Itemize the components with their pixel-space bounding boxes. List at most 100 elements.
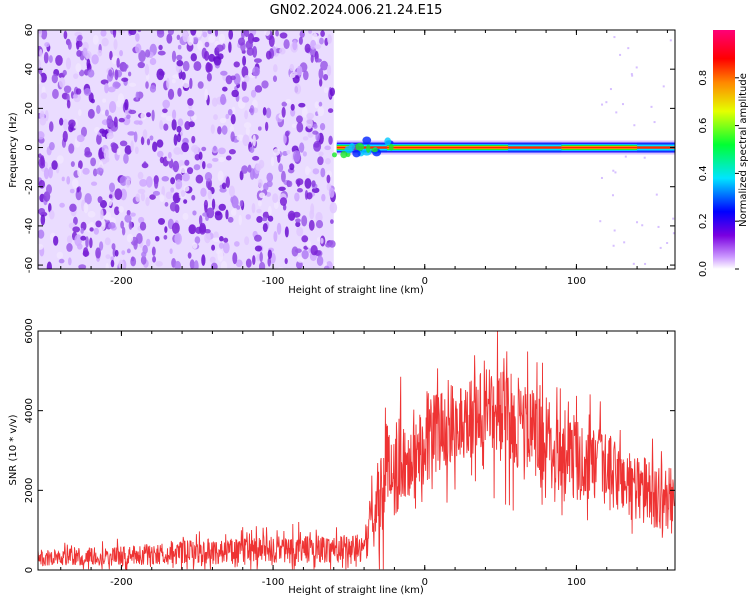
noise-blob [124, 98, 129, 111]
noise-blob [216, 44, 224, 52]
noise-blob [140, 112, 147, 120]
noise-blob [159, 119, 164, 130]
noise-blob [218, 242, 224, 249]
noise-blob [241, 96, 250, 103]
noise-blob [277, 266, 284, 269]
colorbar: 0.0 0.2 0.4 0.6 0.8 Normalized spectral ampl… [698, 30, 749, 277]
noise-blob [214, 211, 223, 221]
noise-blob [221, 125, 228, 135]
noise-blob [267, 205, 272, 216]
noise-blob [257, 178, 263, 188]
noise-blob [230, 208, 237, 216]
noise-blob [295, 221, 301, 228]
noise-blob [43, 167, 50, 180]
noise-blob [312, 130, 319, 135]
noise-blob [38, 207, 46, 216]
noise-blob [259, 251, 263, 263]
noise-blob [182, 31, 189, 43]
noise-blob [116, 100, 122, 108]
noise-blob [225, 209, 229, 220]
speckle [635, 66, 638, 69]
noise-blob [241, 79, 247, 91]
noise-blob [194, 236, 201, 244]
speckle [666, 241, 669, 244]
noise-blob [137, 30, 142, 33]
band-blotch [331, 152, 337, 158]
noise-blob [328, 187, 335, 198]
noise-blob [144, 63, 150, 76]
noise-blob [140, 136, 145, 146]
noise-blob [327, 108, 334, 113]
noise-blob [38, 67, 43, 75]
noise-blob [162, 99, 170, 109]
noise-blob [93, 227, 99, 235]
noise-blob [44, 42, 50, 48]
noise-blob [95, 220, 102, 228]
noise-blob [293, 211, 301, 218]
noise-blob [59, 202, 65, 208]
spectrogram-xtick-label: -100 [262, 276, 285, 287]
noise-blob [311, 180, 316, 188]
noise-blob [195, 30, 203, 38]
spectrogram-frame [37, 29, 676, 270]
spectrogram-ytick-label: -60 [24, 257, 35, 273]
noise-blob [193, 61, 202, 72]
noise-blob [182, 60, 190, 72]
noise-blob [198, 224, 207, 235]
noise-blob [212, 237, 220, 242]
noise-blob [220, 261, 228, 269]
noise-blob [124, 214, 132, 223]
noise-blob [305, 168, 312, 173]
noise-blob [108, 199, 113, 207]
noise-blob [186, 167, 194, 175]
noise-blob [38, 229, 45, 239]
noise-blob [104, 83, 109, 94]
noise-blob [236, 134, 245, 141]
noise-blob [238, 214, 242, 226]
noise-blob [289, 63, 295, 72]
noise-blob [266, 191, 271, 197]
speckle [619, 53, 622, 56]
noise-blob [157, 150, 164, 158]
noise-blob [119, 140, 128, 147]
speckle [641, 224, 644, 227]
noise-blob [126, 114, 131, 120]
speckle [669, 39, 672, 42]
noise-blob [289, 163, 295, 171]
noise-blob [149, 135, 154, 141]
noise-blob [211, 244, 216, 251]
noise-blob [163, 123, 169, 131]
noise-blob [112, 30, 117, 38]
noise-blob [328, 240, 336, 248]
noise-blob [249, 146, 255, 153]
colorbar-tick-label: 0.2 [698, 213, 709, 229]
noise-blob [82, 47, 88, 57]
noise-blob [51, 73, 58, 84]
noise-blob [284, 226, 289, 238]
noise-blob [113, 38, 118, 50]
noise-blob [126, 248, 131, 254]
noise-blob [165, 115, 173, 122]
noise-blob [71, 178, 79, 189]
speckle [655, 193, 658, 196]
noise-blob [67, 41, 72, 50]
noise-blob [217, 156, 226, 163]
snr-ytick-label: 4000 [24, 398, 35, 423]
noise-blob [228, 149, 236, 155]
noise-blob [198, 151, 203, 160]
noise-blob [218, 203, 226, 211]
noise-blob [137, 188, 146, 194]
noise-blob [77, 243, 83, 250]
noise-blob [301, 106, 308, 118]
noise-blob [275, 30, 279, 37]
noise-blob [172, 74, 181, 79]
noise-blob [74, 234, 82, 247]
noise-blob [83, 87, 92, 96]
noise-blob [190, 30, 197, 36]
noise-blob [100, 219, 106, 231]
noise-blob [273, 64, 278, 73]
noise-blob [121, 226, 126, 236]
noise-blob [306, 192, 313, 200]
noise-blob [187, 110, 195, 117]
noise-blob [48, 121, 54, 132]
